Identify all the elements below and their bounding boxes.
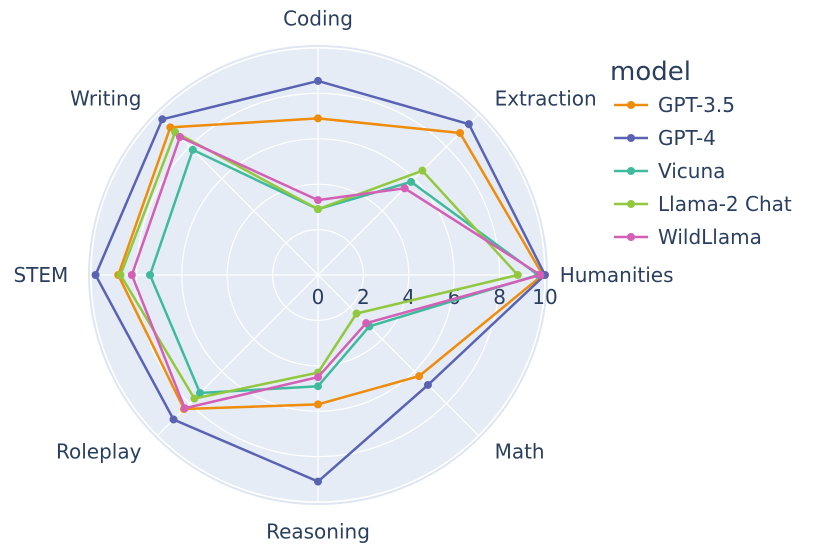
data-point — [188, 145, 197, 154]
category-label: Writing — [70, 86, 141, 110]
data-point — [91, 271, 100, 279]
data-point — [175, 132, 184, 141]
data-point — [146, 271, 155, 279]
legend-title: model — [610, 57, 691, 87]
data-point — [314, 477, 322, 486]
angular-gridline — [317, 114, 479, 276]
data-point — [314, 400, 322, 409]
legend-item[interactable]: Llama-2 Chat — [614, 192, 792, 216]
legend-label: GPT-3.5 — [658, 93, 735, 117]
legend-swatch-marker — [627, 200, 635, 208]
legend-swatch-marker — [627, 167, 635, 175]
legend-item[interactable]: Vicuna — [614, 159, 725, 183]
data-point — [314, 76, 322, 85]
series-wildllama — [127, 132, 545, 413]
legend-item[interactable]: WildLlama — [614, 225, 762, 249]
data-point — [158, 115, 167, 124]
legend-label: GPT-4 — [658, 126, 716, 150]
data-point — [314, 114, 322, 123]
angular-gridline — [317, 274, 479, 436]
angular-gridline — [157, 114, 319, 276]
data-point — [127, 271, 136, 279]
data-point — [362, 319, 371, 328]
data-point — [314, 196, 322, 205]
data-point — [415, 372, 424, 381]
data-point — [456, 128, 465, 137]
legend-swatch-marker — [627, 101, 635, 109]
category-label: Extraction — [495, 86, 597, 110]
data-point — [400, 184, 409, 193]
data-point — [180, 404, 189, 413]
legend-label: Llama-2 Chat — [658, 192, 792, 216]
legend-label: WildLlama — [658, 225, 762, 249]
radial-tick-label: 0 — [312, 285, 325, 309]
category-label: Humanities — [560, 263, 674, 287]
radial-tick-label: 8 — [493, 285, 506, 309]
legend-item[interactable]: GPT-3.5 — [614, 93, 735, 117]
radial-tick-label: 10 — [532, 285, 557, 309]
data-point — [314, 373, 322, 382]
legend-swatch-marker — [627, 134, 635, 142]
data-point — [423, 380, 432, 389]
category-label: Coding — [283, 6, 353, 30]
radial-tick-label: 4 — [402, 285, 415, 309]
legend-item[interactable]: GPT-4 — [614, 126, 716, 150]
category-label: Reasoning — [266, 520, 370, 544]
data-point — [116, 271, 125, 279]
data-point — [314, 382, 322, 391]
data-point — [314, 205, 322, 214]
radial-tick-label: 2 — [357, 285, 370, 309]
category-label: STEM — [13, 263, 68, 287]
data-point — [418, 166, 427, 175]
data-point — [464, 120, 473, 129]
data-point — [352, 309, 361, 318]
data-point — [513, 271, 522, 279]
category-label: Roleplay — [56, 440, 142, 464]
data-point — [407, 177, 416, 186]
legend-label: Vicuna — [658, 159, 725, 183]
series-llama-2-chat — [116, 128, 522, 403]
legend-swatch-marker — [627, 233, 635, 241]
category-label: Math — [495, 440, 545, 464]
data-point — [190, 394, 199, 403]
data-point — [536, 271, 545, 279]
data-point — [196, 388, 205, 397]
data-point — [169, 415, 178, 424]
